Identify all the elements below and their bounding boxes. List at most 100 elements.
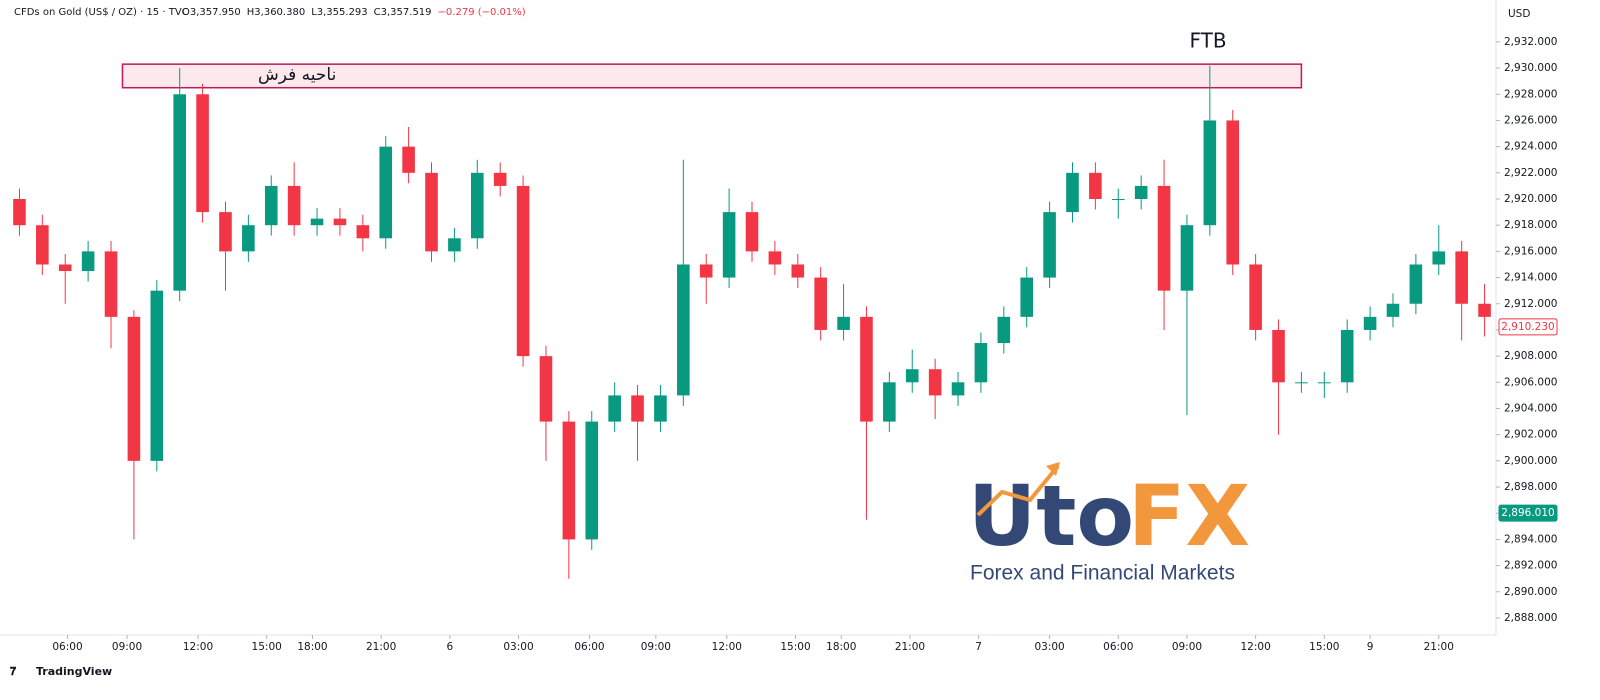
y-tick-label: 2,916.000 <box>1504 245 1557 257</box>
y-tick-label: 2,906.000 <box>1504 376 1557 388</box>
candle-body <box>470 172 484 239</box>
y-tick-label: 2,894.000 <box>1504 533 1557 545</box>
x-tick-label: 06:00 <box>52 641 82 653</box>
y-tick-label: 2,922.000 <box>1504 167 1557 179</box>
y-tick-label: 2,890.000 <box>1504 586 1557 598</box>
candle-body <box>58 264 72 272</box>
candle-body <box>860 316 873 422</box>
y-tick-label: 2,888.000 <box>1504 612 1557 624</box>
candle-body <box>1203 120 1217 226</box>
candle-body <box>1295 382 1308 384</box>
candle-body <box>562 421 576 540</box>
candle-body <box>997 316 1011 344</box>
candle-body <box>1249 264 1262 330</box>
candle-body <box>745 212 759 252</box>
y-tick-label: 2,900.000 <box>1504 455 1557 467</box>
candle-body <box>1386 303 1400 317</box>
candle-body <box>219 212 232 252</box>
candle-body <box>791 264 805 278</box>
candle-body <box>631 395 644 422</box>
watermark-text: Uto <box>968 467 1134 565</box>
candle-body <box>196 94 209 213</box>
y-tick-label: 2,928.000 <box>1504 88 1557 100</box>
x-tick-label: 6 <box>446 641 453 653</box>
candle-body <box>287 185 301 226</box>
ohlc-value: H3,360.380 <box>247 7 305 18</box>
candle-body <box>402 146 415 173</box>
candle-body <box>883 382 896 422</box>
candle-body <box>1432 251 1446 265</box>
watermark-arrow <box>976 464 1060 517</box>
ohlc-value: L3,355.293 <box>311 7 367 18</box>
x-tick-label: 03:00 <box>1034 641 1064 653</box>
candle-body <box>1478 303 1491 317</box>
candle-body <box>1157 185 1171 291</box>
x-tick-label: 09:00 <box>641 641 671 653</box>
x-tick-label: 18:00 <box>297 641 327 653</box>
candle-body <box>1089 172 1102 200</box>
candle-body <box>264 185 278 226</box>
candle-body <box>36 225 49 265</box>
y-tick-label: 2,908.000 <box>1504 350 1557 362</box>
watermark-arrow-head <box>1046 462 1060 476</box>
x-tick-label: 9 <box>1367 641 1374 653</box>
y-tick-label: 2,918.000 <box>1504 219 1557 231</box>
candle-body <box>81 251 95 272</box>
candle-body <box>173 94 186 291</box>
candle-body <box>448 238 461 252</box>
candle-body <box>333 218 347 226</box>
candle-body <box>1409 264 1423 304</box>
y-tick-label: 2,914.000 <box>1504 272 1557 284</box>
candle-body <box>608 395 621 422</box>
candle-body <box>1318 382 1331 384</box>
x-tick-label: 15:00 <box>1309 641 1339 653</box>
chart-title: CFDs on Gold (US$ / OZ) · 15 · TVC <box>14 7 189 18</box>
price-label-box <box>1498 504 1558 522</box>
y-tick-label: 2,898.000 <box>1504 481 1557 493</box>
x-tick-label: 15:00 <box>780 641 810 653</box>
candle-body <box>814 277 827 330</box>
x-tick-label: 21:00 <box>895 641 925 653</box>
source-icon: 𝟕 <box>10 665 17 678</box>
candle-body <box>150 290 164 461</box>
candle-body <box>585 421 599 540</box>
x-tick-label: 06:00 <box>1103 641 1133 653</box>
candle-body <box>104 251 118 317</box>
x-tick-label: 21:00 <box>1424 641 1454 653</box>
candle-body <box>974 343 988 383</box>
candle-body <box>951 382 965 396</box>
source: TradingView <box>36 665 112 678</box>
candle-body <box>1180 225 1194 291</box>
candle-body <box>699 264 713 278</box>
watermark-text: FX <box>1128 467 1250 565</box>
zone-label: ناحیه فرش <box>258 65 336 85</box>
candle-body <box>768 251 782 265</box>
candle-body <box>837 316 850 330</box>
candle-body <box>1363 316 1377 330</box>
candle-body <box>1455 251 1468 304</box>
candle-body <box>356 225 370 239</box>
watermark: Uto FX Forex and Financial Markets <box>968 462 1250 585</box>
candle-body <box>539 356 553 422</box>
y-tick-label: 2,892.000 <box>1504 560 1557 572</box>
y-tick-label: 2,924.000 <box>1504 141 1557 153</box>
candle-body <box>1020 277 1034 317</box>
candle-body <box>1111 199 1125 201</box>
x-tick-label: 18:00 <box>826 641 856 653</box>
candle-body <box>516 185 530 357</box>
annotation: FTB <box>1189 29 1226 53</box>
candle-body <box>379 146 393 239</box>
price-label: 2,896.010 <box>1501 507 1554 519</box>
zone <box>121 63 1303 89</box>
candle-body <box>310 218 324 226</box>
axis-unit: USD <box>1508 8 1530 20</box>
y-tick-label: 2,920.000 <box>1504 193 1557 205</box>
y-tick-label: 2,912.000 <box>1504 298 1557 310</box>
candle-body <box>1226 120 1240 265</box>
y-tick-label: 2,904.000 <box>1504 402 1557 414</box>
candle-body <box>1340 329 1354 383</box>
candle-body <box>1043 212 1056 278</box>
x-tick-label: 06:00 <box>574 641 604 653</box>
candle-body <box>722 212 736 278</box>
